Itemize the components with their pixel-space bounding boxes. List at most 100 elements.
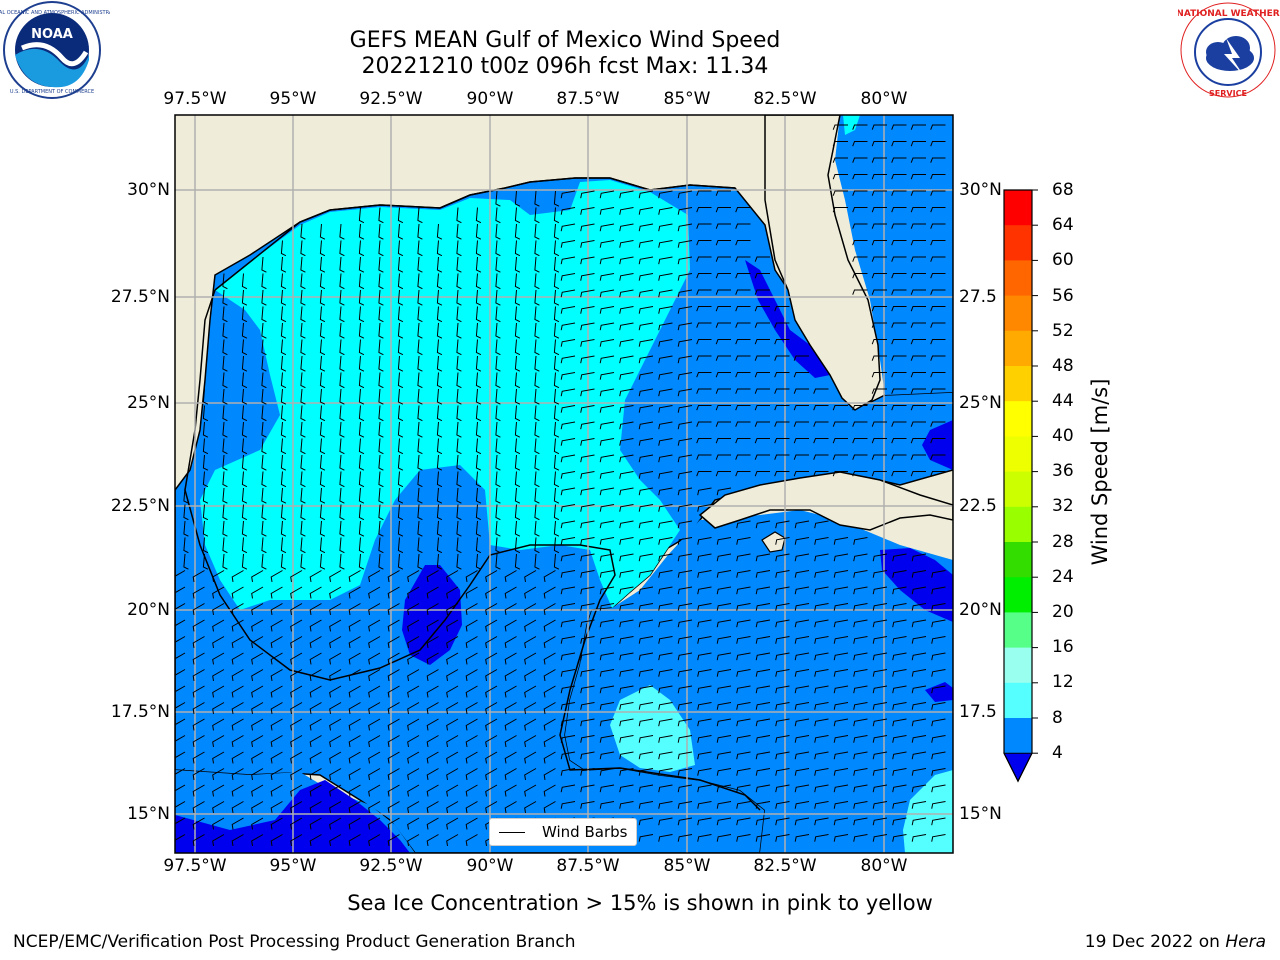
- wind-barb: [891, 421, 907, 427]
- wind-barb: [697, 570, 712, 578]
- wind-barb: [553, 438, 560, 455]
- wind-barb: [638, 471, 654, 479]
- wind-barb: [599, 487, 615, 496]
- colorbar-tick: 32: [1052, 496, 1074, 516]
- wind-barb: [175, 652, 186, 660]
- wind-barb: [446, 784, 459, 797]
- wind-barb: [212, 768, 225, 780]
- wind-barb: [560, 718, 576, 727]
- wind-barb: [775, 652, 790, 661]
- wind-barb: [930, 289, 946, 295]
- wind-barb: [892, 636, 907, 644]
- wind-barb: [387, 619, 400, 632]
- wind-barb: [397, 322, 404, 339]
- wind-barb: [755, 520, 771, 529]
- wind-barb: [270, 652, 283, 665]
- lat-label-right: 20°N: [959, 600, 1002, 620]
- wind-barb: [368, 751, 381, 764]
- wind-barb: [696, 471, 712, 477]
- wind-barb: [270, 817, 283, 830]
- wind-barb: [774, 471, 790, 477]
- wind-barb: [580, 685, 595, 694]
- wind-barb: [348, 636, 361, 648]
- wind-barb: [638, 834, 654, 842]
- wind-barb: [175, 834, 186, 841]
- wind-barb: [222, 388, 228, 405]
- wind-barb: [560, 768, 576, 776]
- wind-barb: [871, 141, 887, 147]
- wind-barb: [397, 355, 404, 372]
- wind-barb: [832, 174, 848, 180]
- wind-barb: [192, 619, 205, 632]
- wind-barb: [475, 355, 482, 372]
- colorbar-tick: 48: [1052, 356, 1074, 376]
- lon-label-top: 85°W: [663, 89, 711, 109]
- wind-barb: [619, 768, 634, 776]
- wind-barb: [677, 207, 693, 215]
- wind-barb: [348, 801, 361, 813]
- wind-barb: [775, 553, 790, 562]
- wind-barb: [599, 586, 615, 595]
- wind-barb: [300, 553, 306, 570]
- wind-barb: [290, 636, 303, 648]
- wind-barb: [658, 190, 673, 199]
- wind-barb: [891, 256, 907, 262]
- wind-barb: [504, 619, 517, 632]
- wind-barb: [754, 405, 770, 411]
- wind-barb: [456, 537, 462, 554]
- colorbar-tick: 52: [1052, 321, 1074, 341]
- wind-barb: [736, 636, 751, 644]
- colorbar-segment: [1004, 225, 1032, 261]
- wind-barb: [619, 306, 634, 314]
- wind-barb: [290, 685, 303, 698]
- wind-barb: [280, 553, 287, 570]
- wind-barb: [832, 421, 848, 427]
- wind-barb: [300, 537, 306, 554]
- wind-barb: [553, 207, 560, 224]
- wind-barb: [580, 190, 595, 199]
- wind-barb: [280, 405, 287, 422]
- wind-barb: [212, 669, 225, 681]
- wind-barb: [911, 685, 927, 694]
- wind-barb: [872, 801, 888, 809]
- wind-barb: [696, 454, 712, 460]
- wind-barb: [853, 801, 868, 809]
- wind-barb: [930, 223, 946, 229]
- wind-barb: [436, 504, 443, 521]
- wind-barb: [436, 520, 443, 537]
- wind-barb: [524, 603, 537, 615]
- wind-barb: [319, 471, 326, 488]
- colorbar-segment: [1004, 436, 1032, 473]
- wind-barb: [677, 619, 693, 628]
- wind-barb: [677, 652, 693, 661]
- wind-barb: [280, 520, 287, 537]
- wind-barb: [358, 256, 365, 273]
- wind-barb: [677, 306, 693, 314]
- wind-barb: [580, 718, 595, 727]
- wind-barb: [853, 619, 868, 628]
- wind-barb: [553, 405, 560, 422]
- wind-barb: [638, 537, 654, 545]
- wind-barb: [599, 636, 615, 644]
- wind-barb: [560, 240, 576, 248]
- wind-barb: [202, 471, 209, 488]
- wind-barb: [911, 669, 927, 677]
- wind-barb: [300, 438, 306, 455]
- wind-barb: [560, 685, 576, 694]
- wind-barb: [580, 289, 595, 298]
- wind-barb: [339, 273, 345, 290]
- wind-barb: [485, 619, 498, 632]
- wind-barb: [485, 784, 498, 797]
- wind-barb: [378, 273, 384, 290]
- colorbar-segment: [1004, 190, 1032, 226]
- wind-barb: [251, 586, 264, 599]
- wind-barb: [290, 702, 303, 714]
- wind-barb: [368, 636, 381, 648]
- wind-barb: [309, 718, 322, 731]
- wind-barb: [485, 636, 498, 648]
- wind-barb: [212, 817, 225, 830]
- wind-barb: [280, 372, 287, 389]
- wind-barb: [658, 355, 673, 364]
- wind-barb: [251, 570, 264, 582]
- wind-barb: [417, 487, 423, 504]
